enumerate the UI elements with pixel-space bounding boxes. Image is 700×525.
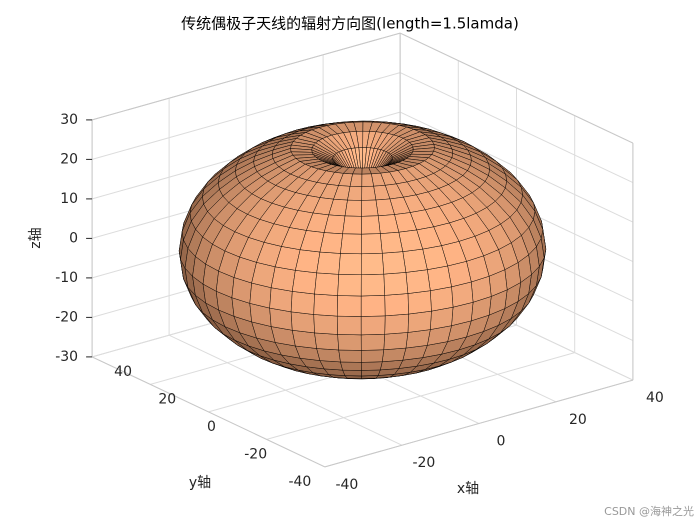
grid-line [399, 111, 634, 223]
surface-patch [316, 251, 341, 275]
surface-patch [269, 287, 293, 313]
surface-patch [337, 315, 362, 336]
surface-patch [342, 215, 362, 235]
z-axis-label: z轴 [28, 227, 44, 248]
z-tick-label: 20 [60, 151, 78, 167]
x-tick-label: 0 [496, 434, 505, 450]
box-edge [399, 32, 634, 144]
surface-patch [338, 349, 362, 363]
surface-patch [402, 248, 428, 273]
y-tick-label: 20 [158, 391, 176, 407]
surface-patch [407, 310, 432, 333]
surface-patch [347, 186, 363, 201]
x-axis-label: x轴 [457, 481, 479, 497]
surface-patch [407, 290, 432, 315]
y-tick-label: -40 [288, 474, 311, 490]
surface-patch [430, 286, 454, 312]
surface-patch [361, 215, 381, 235]
x-tick-label: 20 [569, 412, 587, 428]
surface-patch [380, 231, 404, 254]
surface-patch [337, 295, 362, 317]
z-tick-label: 10 [60, 191, 78, 207]
x-tick-label: -40 [335, 477, 358, 493]
surface-patch [361, 252, 385, 276]
surface-patch [360, 295, 386, 317]
surface-patch [342, 369, 362, 377]
surface-patch [314, 272, 339, 296]
surface-patch [384, 313, 409, 335]
y-tick-label: -20 [244, 446, 267, 462]
surface-patch [340, 361, 362, 371]
surface-patch [291, 330, 317, 349]
box-edge [91, 32, 401, 121]
surface-patch [361, 185, 377, 201]
chart-title: 传统偶极子天线的辐射方向图(length=1.5lamda) [181, 15, 519, 33]
box-edge [324, 379, 634, 468]
surface-patch [361, 349, 385, 363]
grid-line [91, 72, 401, 160]
box-edge [91, 356, 326, 468]
surface-patch [360, 333, 385, 351]
grid-line [399, 72, 634, 184]
surface-patch [383, 332, 409, 351]
y-axis-label: y轴 [189, 475, 211, 491]
surface-patch [290, 291, 315, 315]
surface-patch [292, 270, 317, 295]
surface-patch [361, 369, 381, 377]
surface-patch [314, 332, 339, 351]
surface-patch [361, 361, 383, 371]
y-tick-label: 40 [114, 364, 132, 380]
y-tick-label: 0 [207, 419, 216, 435]
surface-patch [337, 274, 362, 297]
z-tick-label: -20 [55, 309, 78, 325]
surface-patch [381, 347, 407, 362]
watermark: CSDN @海神之光 [604, 504, 694, 518]
surface-patch [290, 311, 315, 334]
grid-line [266, 352, 575, 440]
surface-patch [319, 232, 343, 254]
surface-patch [338, 253, 362, 275]
surface-patch [313, 314, 338, 335]
z-tick-label: 0 [69, 230, 78, 246]
surface-patch [384, 293, 409, 317]
surface-patch [381, 251, 407, 275]
surface-patch [405, 269, 431, 294]
surface-patch [427, 265, 452, 291]
z-tick-label: -30 [55, 349, 78, 365]
surface-patch [316, 348, 341, 363]
z-tick-label: -10 [55, 270, 78, 286]
x-tick-label: 40 [646, 390, 664, 406]
surface-patch [313, 293, 338, 317]
surface-patch [383, 272, 409, 296]
surface-patch [411, 150, 435, 155]
surface-patch [360, 273, 385, 297]
surface-patch [361, 199, 379, 217]
surface-patch [337, 334, 362, 351]
surface-patch [270, 266, 296, 292]
surface-patch [361, 233, 383, 255]
surface [178, 120, 547, 380]
surface-patch [360, 315, 386, 336]
x-tick-label: -20 [412, 455, 435, 471]
surface-patch [361, 173, 374, 187]
z-tick-label: 30 [60, 112, 78, 128]
surface-patch [340, 233, 362, 255]
surface-patch [344, 199, 362, 217]
